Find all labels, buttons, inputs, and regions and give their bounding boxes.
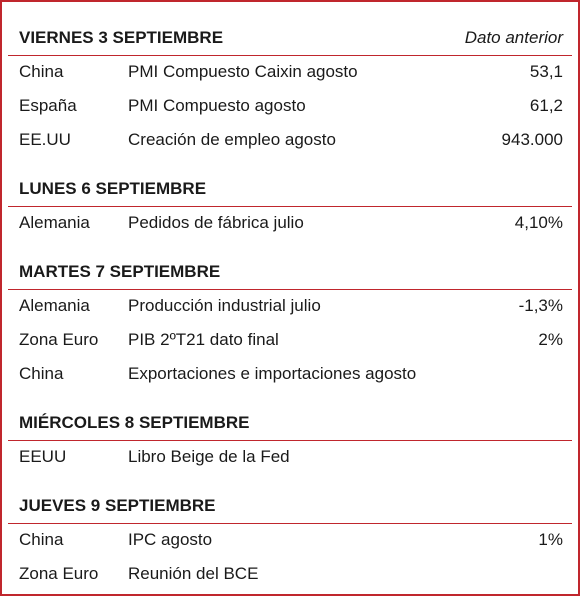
header-note: Dato anterior [464,28,563,47]
section-rule [8,523,572,524]
event: Creación de empleo agosto [128,130,336,149]
country: España [19,96,77,115]
event: PMI Compuesto agosto [128,96,306,115]
section-title: LUNES 6 SEPTIEMBRE [19,179,207,198]
country: Zona Euro [19,330,99,349]
event: IPC agosto [128,530,213,549]
previous-value: 53,1 [529,62,563,81]
event: PMI Compuesto Caixin agosto [128,62,358,81]
country: EEUU [19,447,67,466]
country: EE.UU [19,130,71,149]
country: Alemania [19,213,90,232]
section-rule [8,289,572,290]
previous-value: 4,10% [514,213,563,232]
section-rule [8,206,572,207]
section-rule [8,55,572,56]
event: Producción industrial julio [128,296,321,315]
section-title: MARTES 7 SEPTIEMBRE [19,262,221,281]
country: Zona Euro [19,564,99,583]
country: China [19,62,64,81]
event: Pedidos de fábrica julio [128,213,304,232]
event: Libro Beige de la Fed [128,447,290,466]
section-title: MIÉRCOLES 8 SEPTIEMBRE [19,413,250,432]
country: China [19,530,64,549]
previous-value: -1,3% [518,296,563,315]
event: Reunión del BCE [128,564,259,583]
event: Exportaciones e importaciones agosto [128,364,417,383]
previous-value: 943.000 [501,130,563,149]
section-title: VIERNES 3 SEPTIEMBRE [19,28,224,47]
event: PIB 2ºT21 dato final [128,330,279,349]
section-rule [8,440,572,441]
previous-value: 1% [538,530,563,549]
previous-value: 61,2 [529,96,563,115]
previous-value: 2% [538,330,563,349]
country: China [19,364,64,383]
country: Alemania [19,296,90,315]
section-title: JUEVES 9 SEPTIEMBRE [19,496,216,515]
